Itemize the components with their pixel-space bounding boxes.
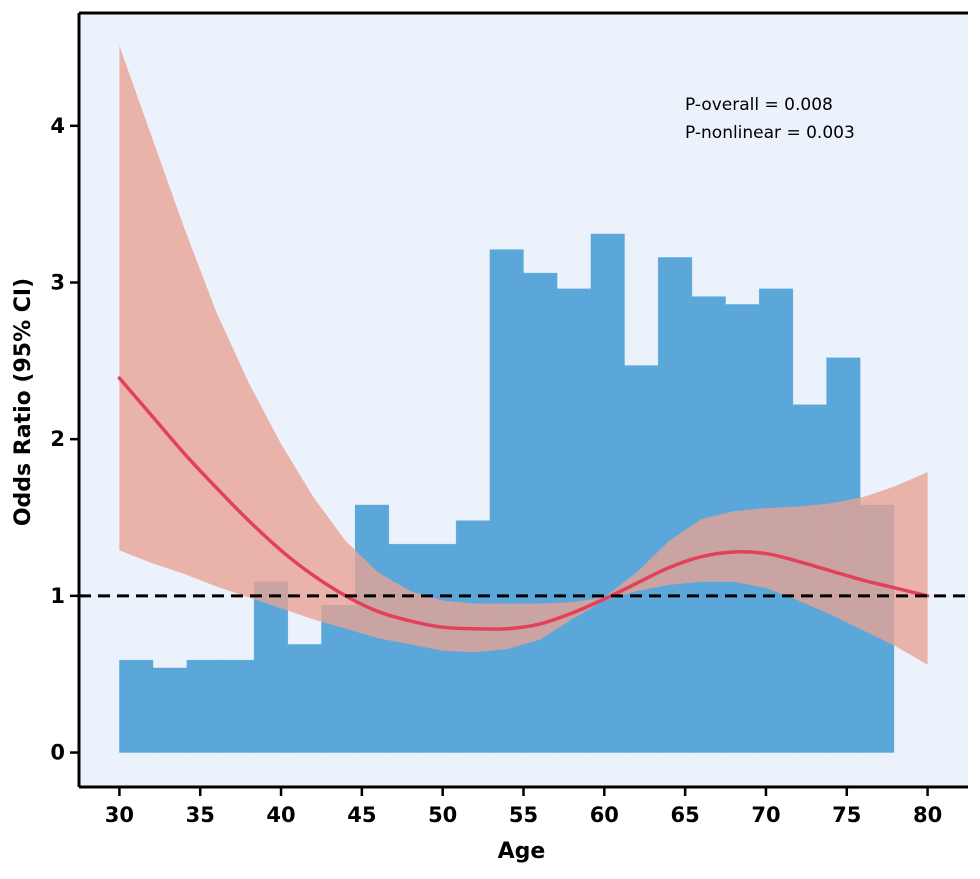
y-tick-label: 1: [50, 584, 65, 608]
p-value-annotation: P-overall = 0.008: [685, 95, 833, 115]
histogram-bar: [590, 233, 625, 753]
y-axis-title: Odds Ratio (95% CI): [11, 278, 36, 526]
x-tick-label: 55: [509, 803, 538, 827]
x-tick-label: 50: [428, 803, 457, 827]
x-tick-label: 80: [913, 803, 942, 827]
histogram-bar: [657, 257, 693, 753]
x-tick-label: 65: [671, 803, 700, 827]
spline-line: [117, 376, 930, 631]
x-tick-label: 40: [266, 803, 295, 827]
annotations-layer: P-overall = 0.008 P-nonlinear = 0.003: [685, 95, 855, 143]
x-tick-label: 75: [832, 803, 861, 827]
histogram-bar: [556, 288, 592, 753]
histogram-bar: [489, 249, 524, 753]
p-value-annotation: P-nonlinear = 0.003: [685, 123, 855, 143]
x-axis-title: Age: [498, 839, 546, 864]
ci-band: [119, 45, 928, 665]
histogram-bar: [523, 272, 558, 753]
x-tick-label: 60: [590, 803, 619, 827]
y-tick-label: 3: [50, 270, 65, 294]
histogram-bar: [152, 667, 188, 753]
spline-line-layer: [117, 376, 930, 631]
axes-layer: 30 35 40 45 50 55 60 65 70 75 80 0 1 2 3 4 Age Odds Ratio…: [11, 11, 968, 864]
x-tick-label: 70: [751, 803, 780, 827]
histogram-bar: [287, 644, 322, 753]
histogram-bar: [388, 543, 423, 753]
x-tick-label: 35: [186, 803, 215, 827]
histogram-bar: [220, 659, 255, 753]
histogram-bar: [186, 659, 221, 753]
y-tick-label: 2: [50, 427, 65, 451]
x-tick-label: 30: [105, 803, 134, 827]
y-tick-label: 4: [50, 114, 65, 138]
histogram-bar: [253, 581, 289, 753]
histogram-bar: [119, 659, 154, 753]
x-tick-label: 45: [347, 803, 376, 827]
y-tick-label: 0: [50, 741, 65, 765]
ci-band-layer: [119, 45, 928, 665]
